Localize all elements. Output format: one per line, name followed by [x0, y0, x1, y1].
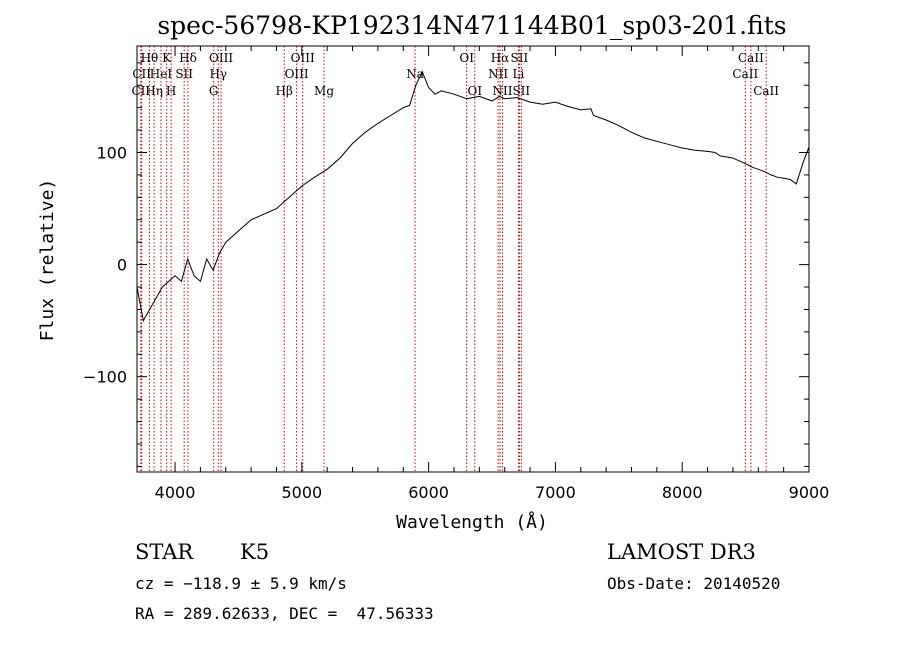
marker-label-caii: CaII	[753, 84, 779, 98]
object-subclass: K5	[240, 540, 270, 564]
marker-label-mg: Mg	[314, 84, 334, 98]
marker-label-nii: NII	[493, 84, 513, 98]
marker-label-cii: CII	[131, 84, 150, 98]
redshift-info: cz = −118.9 ± 5.9 km/s	[135, 574, 347, 593]
x-axis-label: Wavelength (Å)	[396, 511, 548, 533]
marker-label-g: G	[209, 84, 219, 98]
y-tick-label: 100	[96, 144, 127, 163]
x-tick-label: 7000	[535, 483, 576, 502]
spectrum-line	[136, 70, 810, 323]
line-marker-labels: Hθ CII CII K HeI Hη Hδ SII H OIII Hγ G OIII OIII Hβ Mg N…	[131, 51, 779, 98]
marker-label-hδ: Hδ	[179, 51, 197, 65]
survey-name: LAMOST DR3	[607, 540, 756, 564]
y-axis-label: Flux (relative)	[37, 179, 58, 342]
marker-label-hβ: Hβ	[276, 84, 293, 98]
x-tick-label: 5000	[281, 483, 322, 502]
coordinates: RA = 289.62633, DEC = 47.56333	[135, 604, 434, 623]
marker-label-oiii: OIII	[209, 51, 233, 65]
marker-label-hγ: Hγ	[209, 67, 227, 81]
observation-date: Obs-Date: 20140520	[607, 574, 781, 593]
line-markers	[140, 46, 767, 472]
chart-title: spec-56798-KP192314N471144B01_sp03-201.f…	[157, 11, 786, 40]
marker-label-cii: CII	[132, 67, 151, 81]
x-tick-label: 4000	[155, 483, 196, 502]
y-tick-label: −100	[83, 368, 127, 387]
marker-label-oiii: OIII	[291, 51, 315, 65]
marker-label-caii: CaII	[738, 51, 764, 65]
marker-label-oiii: OIII	[285, 67, 309, 81]
axis-ticks: 4000 5000 6000 7000 8000 9000 −100 0 100	[83, 46, 829, 502]
marker-label-k: K	[162, 51, 172, 65]
y-tick-label: 0	[117, 256, 127, 275]
x-tick-label: 8000	[662, 483, 703, 502]
marker-label-hθ: Hθ	[141, 51, 159, 65]
object-class: STAR	[135, 540, 194, 564]
x-tick-label: 6000	[408, 483, 449, 502]
marker-label-li: Li	[512, 67, 524, 81]
marker-label-hei: HeI	[150, 67, 173, 81]
marker-label-sii: SII	[511, 51, 529, 65]
marker-label-h: H	[166, 84, 176, 98]
marker-label-nii: NII	[488, 67, 508, 81]
marker-label-hη: Hη	[145, 84, 163, 98]
marker-label-oi: OI	[459, 51, 474, 65]
marker-label-oi: OI	[467, 84, 482, 98]
marker-label-sii: SII	[175, 67, 193, 81]
marker-label-hα: Hα	[491, 51, 510, 65]
axes-frame	[136, 45, 810, 473]
marker-label-caii: CaII	[732, 67, 758, 81]
marker-label-sii: SII	[512, 84, 530, 98]
x-tick-label: 9000	[789, 483, 830, 502]
